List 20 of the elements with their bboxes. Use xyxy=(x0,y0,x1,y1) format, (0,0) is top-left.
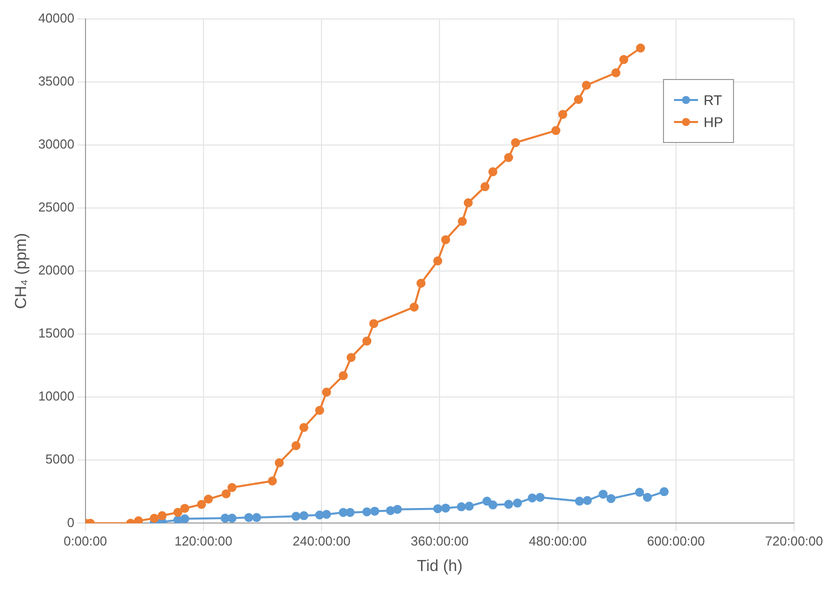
x-tick-label: 720:00:00 xyxy=(765,534,824,549)
x-tick-label: 120:00:00 xyxy=(174,534,232,549)
y-axis-title: CH₄ (ppm) xyxy=(13,233,30,309)
x-tick-label: 360:00:00 xyxy=(410,534,469,549)
y-tick-label: 25000 xyxy=(38,200,74,215)
x-tick-label: 480:00:00 xyxy=(528,534,587,549)
x-tick-label: 600:00:00 xyxy=(647,534,705,549)
legend-label: RT xyxy=(704,92,722,108)
x-tick-label: 240:00:00 xyxy=(292,534,351,549)
y-tick-label: 15000 xyxy=(38,326,74,341)
y-tick-label: 0 xyxy=(67,514,74,530)
x-axis-title: Tid (h) xyxy=(416,558,463,575)
x-tick-label: 0:00:00 xyxy=(64,534,108,549)
y-tick-label: 30000 xyxy=(38,136,74,152)
y-tick-label: 10000 xyxy=(38,388,74,404)
legend-label: HP xyxy=(704,114,724,130)
y-tick-label: 35000 xyxy=(38,73,74,88)
y-tick-label: 5000 xyxy=(45,452,74,467)
y-tick-label: 40000 xyxy=(38,10,74,26)
y-tick-label: 20000 xyxy=(38,262,74,278)
